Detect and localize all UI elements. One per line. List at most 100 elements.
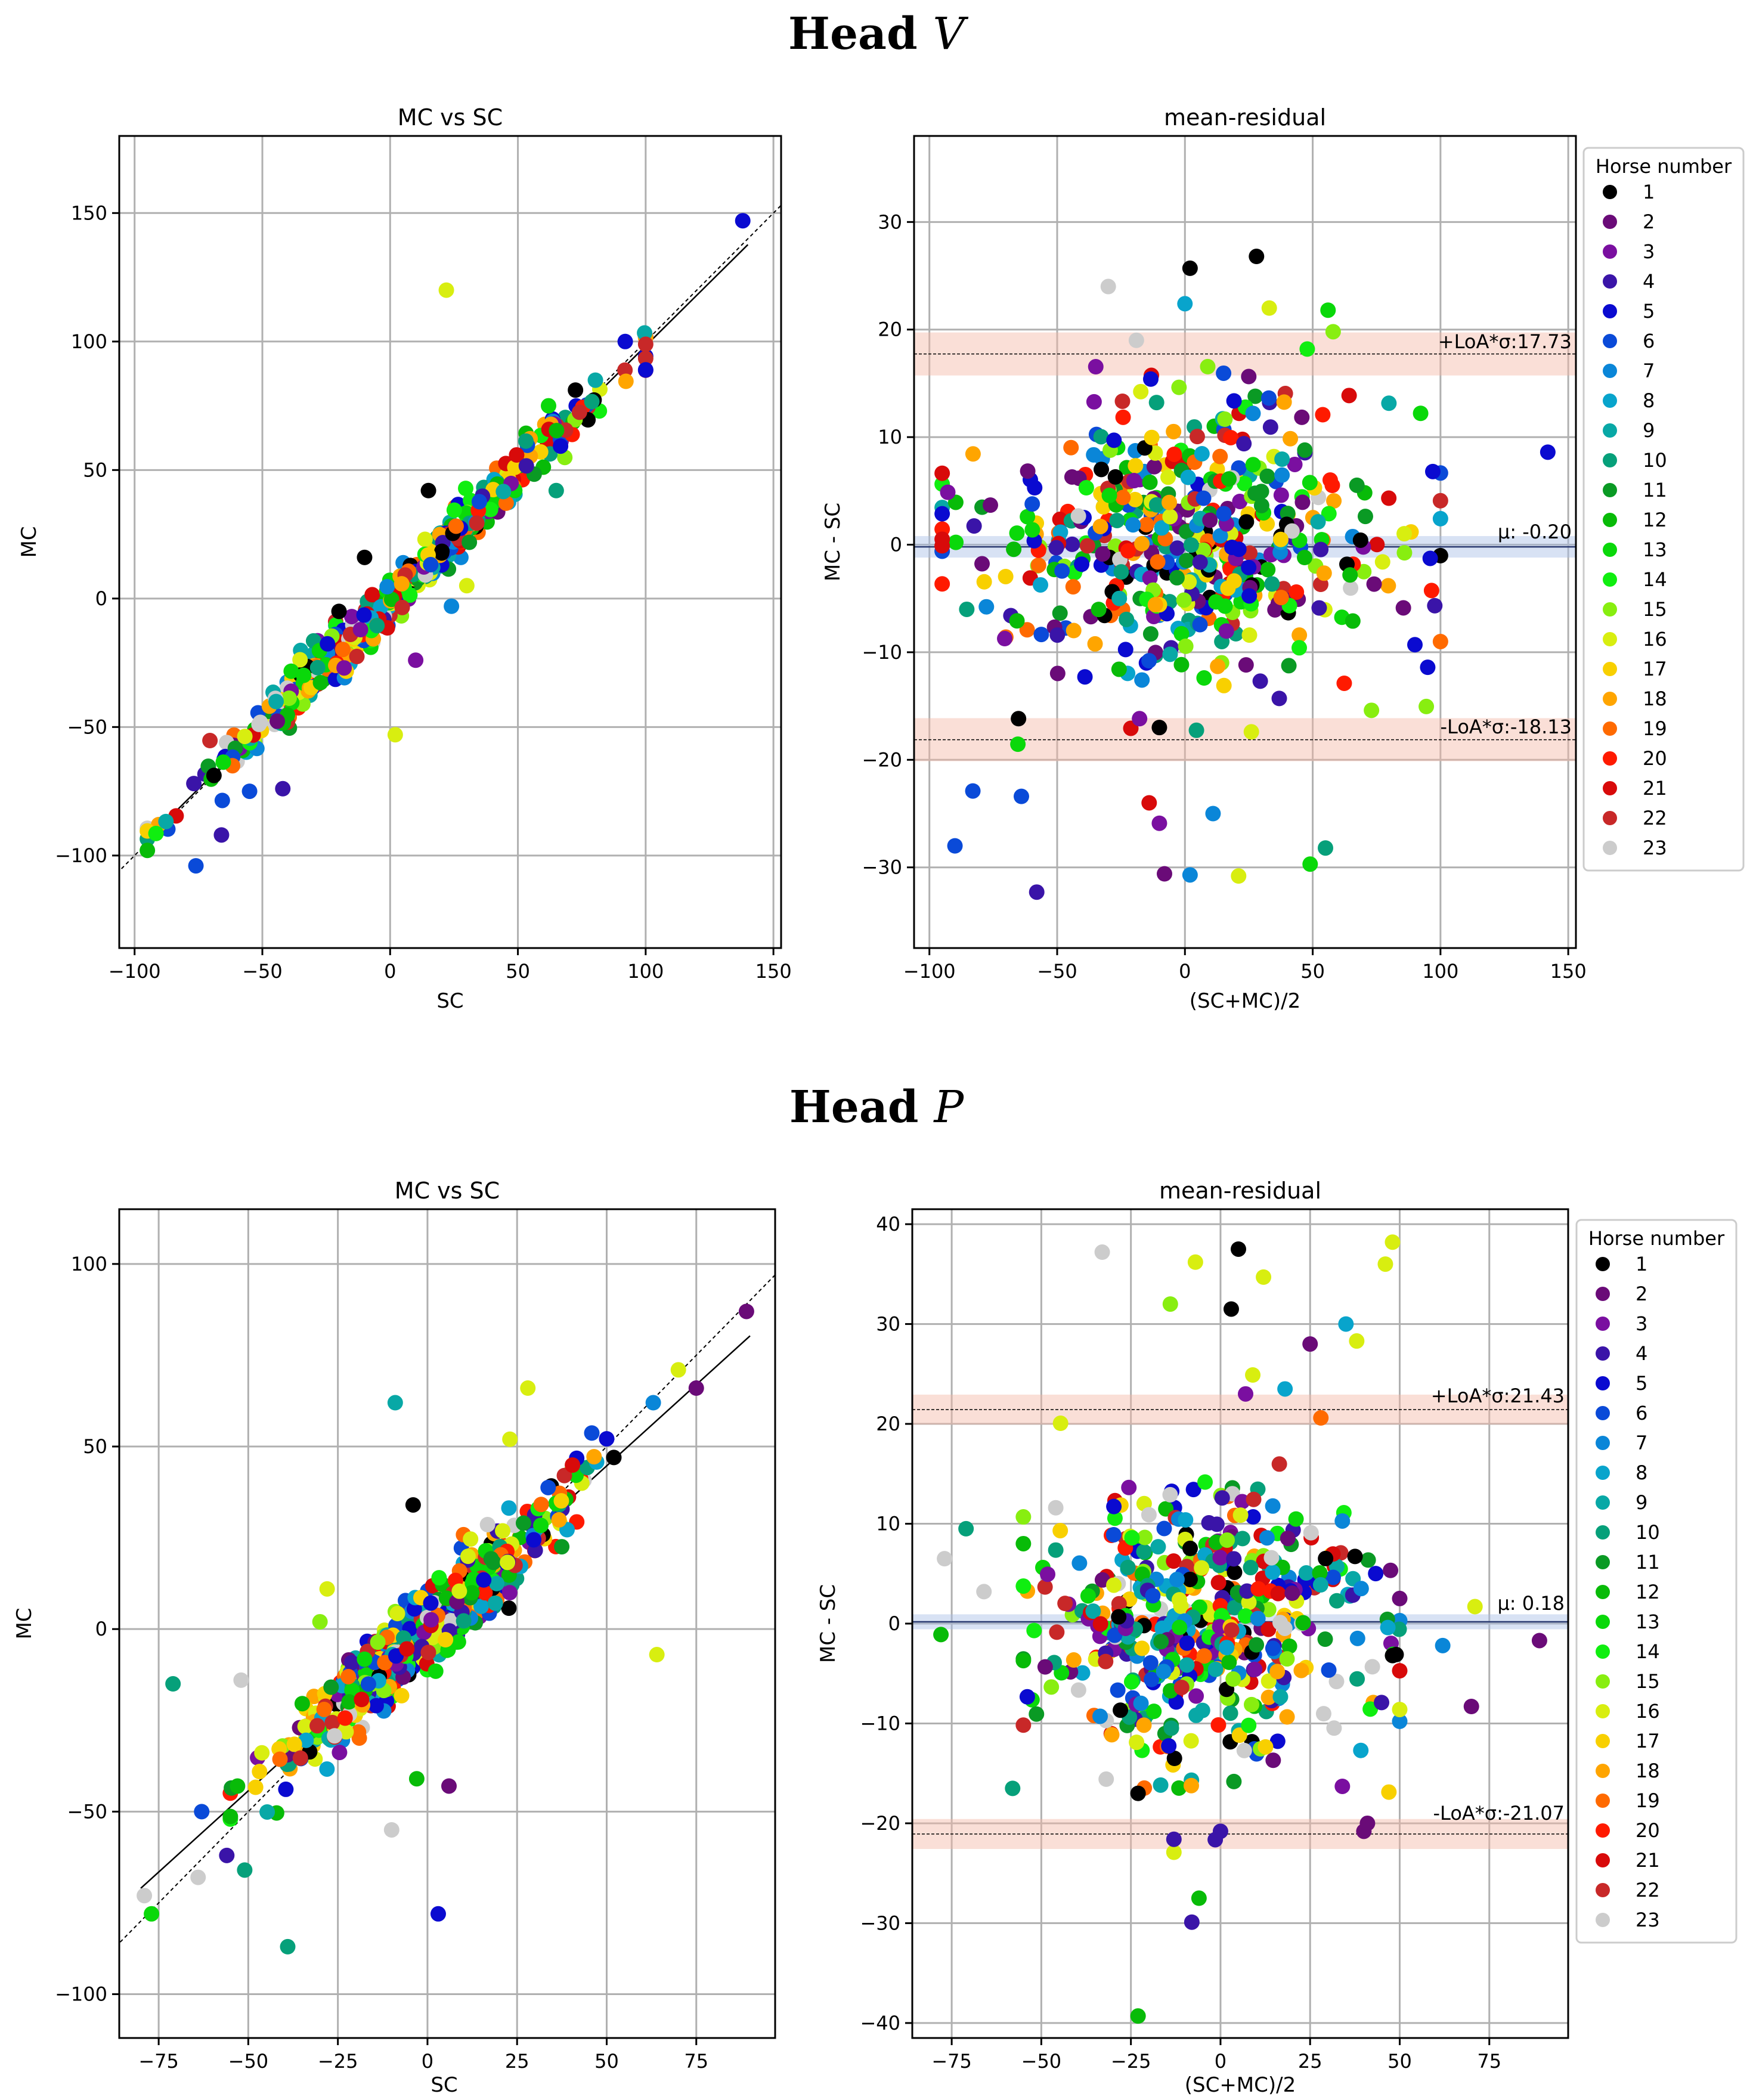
p-bland-xtick-label: 75 [1477,2050,1501,2073]
v-bland-point [1078,480,1094,496]
p-bland-point [1265,1752,1281,1768]
v-bland-point [1342,567,1358,583]
v-bland-point [1180,469,1196,485]
p-bland-point [1223,1301,1239,1317]
v-bland-point [1091,602,1107,618]
p-bland-ylabel: MC - SC [816,1584,840,1663]
p-bland-point [1145,1588,1161,1604]
p-bland-point [1048,1500,1064,1516]
v-bland-point [1325,324,1341,340]
legend-label: 13 [1636,1610,1660,1633]
v-bland-point [1253,484,1269,500]
v-scatter-point [292,652,308,668]
v-bland-point [1313,541,1329,557]
v-bland-point [1006,541,1022,557]
p-scatter-point [551,1512,567,1528]
p-scatter-point [515,1515,531,1531]
v-bland-frame [913,135,1577,949]
p-bland-point [1353,1742,1369,1758]
p-bland-point [1015,1535,1032,1551]
legend-marker [1596,1704,1610,1718]
v-bland-point [1294,409,1310,425]
p-bland-point [1080,1588,1096,1604]
v-bland-point [1127,491,1143,507]
v-bland-point [1236,436,1252,452]
v-bland-point [1272,531,1289,547]
p-scatter-point [351,1724,367,1740]
v-bland-point [1162,509,1178,525]
p-scatter-point [451,1583,467,1599]
p-scatter-point [606,1449,622,1466]
v-bland-point [1020,509,1036,525]
p-bland-point [1188,1707,1204,1723]
p-bland-point [1260,1602,1277,1618]
p-bland-point [1260,1621,1277,1637]
p-bland-point [1219,1532,1235,1548]
v-scatter-point [140,843,156,859]
v-bland-point [1189,429,1205,445]
p-bland-point [1049,1624,1065,1640]
v-scatter-point [548,482,564,498]
legend-marker [1596,1406,1610,1420]
p-bland-point [1328,1593,1345,1609]
v-bland-point [1095,546,1111,562]
legend-marker [1596,1674,1610,1689]
v-scatter-point [553,438,569,454]
legend-label: 16 [1643,628,1667,651]
legend-marker [1596,1585,1610,1599]
v-bland-point [1115,409,1131,425]
v-bland-point [1274,451,1290,467]
v-bland-point [1106,432,1122,448]
v-bland-point [1169,569,1185,586]
v-bland-point [1237,475,1253,491]
legend-marker [1596,1883,1610,1897]
p-bland-point [1156,1520,1172,1537]
p-bland-point [1052,1416,1068,1432]
p-scatter-point [599,1431,615,1447]
v-bland-point [1030,557,1046,573]
p-bland-point [1245,1367,1261,1383]
v-scatter-ylabel: MC [17,526,41,557]
v-scatter-point [320,636,336,652]
legend-marker [1603,721,1617,736]
p-bland-point [1005,1780,1021,1797]
legend-marker [1596,1287,1610,1301]
p-bland-point [1226,1773,1242,1789]
p-bland-upper-loa-label: +LoA*σ:21.43 [1431,1384,1565,1407]
p-scatter-point [540,1479,556,1495]
p-scatter-point [319,1581,335,1597]
legend-marker [1603,543,1617,557]
legend-label: 4 [1636,1342,1647,1365]
p-bland-point [1334,1778,1351,1794]
legend-label: 6 [1636,1402,1647,1424]
v-bland-point [1064,536,1080,552]
legend-label: 22 [1643,807,1667,829]
legend-label: 2 [1643,210,1655,233]
v-bland-point [1194,445,1210,461]
p-scatter-point [377,1655,393,1671]
v-scatter-point [356,607,372,623]
p-scatter-ticks: −75 −50 −25 0 25 50 75 −100 −50 0 50 100 [55,1253,708,2073]
p-bland-point [1136,1717,1152,1733]
v-scatter-point [312,674,329,690]
legend-label: 1 [1636,1253,1647,1275]
v-bland-point [1216,365,1232,381]
p-bland-xtick-label: −75 [931,2050,972,2073]
p-scatter-point [553,1493,569,1509]
p-scatter-point [473,1599,489,1615]
v-bland-point [1195,542,1212,558]
v-scatter-point [438,282,454,298]
v-bland-lower-loa-label: -LoA*σ:-18.13 [1441,716,1572,738]
v-bland-point [1054,563,1070,579]
p-scatter-point [556,1467,572,1483]
v-scatter-ytick-label: −50 [67,716,107,738]
v-scatter-point [509,447,525,463]
p-bland-point [1238,1386,1254,1402]
v-bland-point [1077,669,1093,685]
v-bland-point [1142,371,1159,387]
p-scatter-grid [119,1209,775,2038]
v-bland-point [1151,720,1167,736]
v-bland-point [1160,469,1176,485]
